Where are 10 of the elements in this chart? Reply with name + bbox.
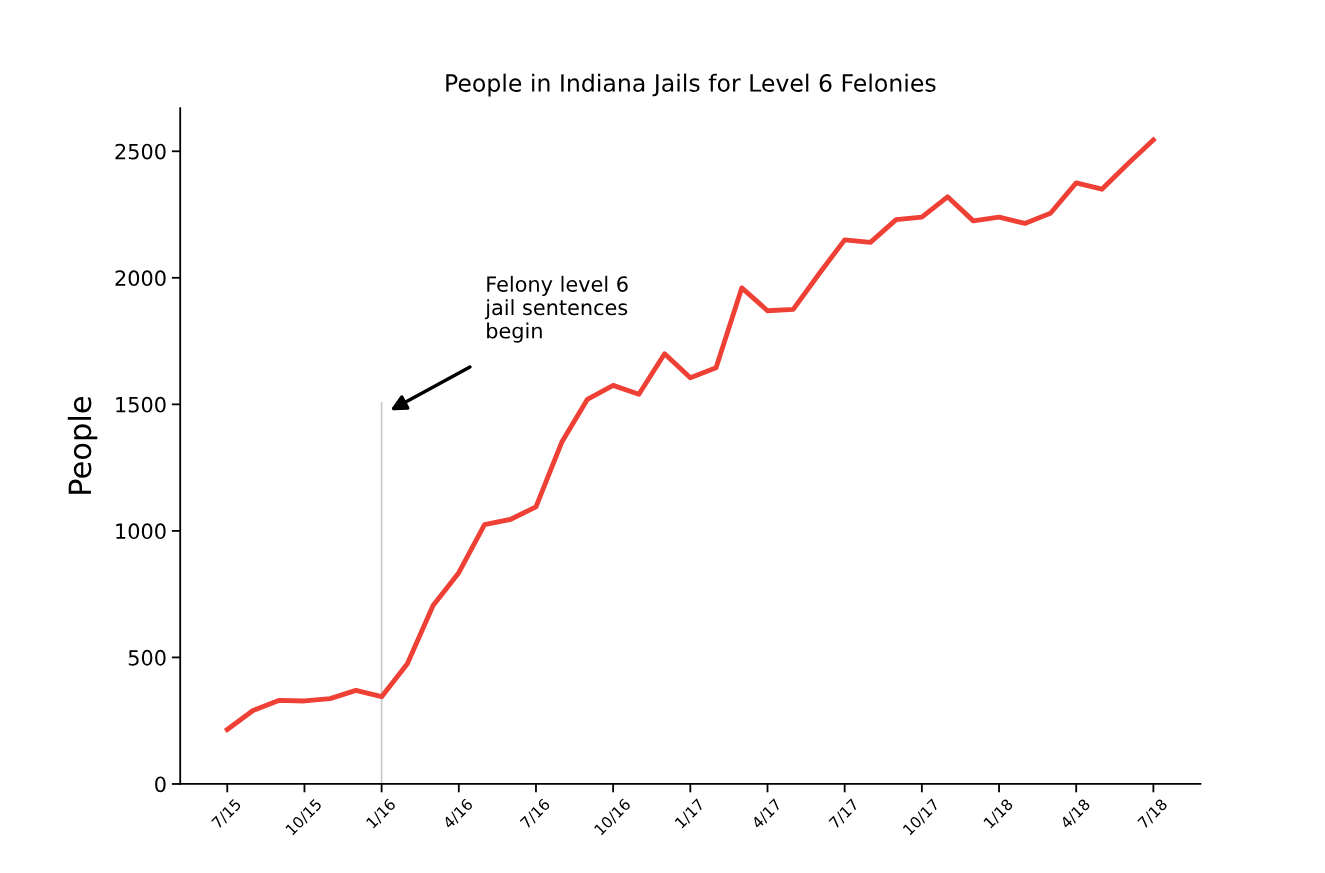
y-axis-title: People bbox=[67, 396, 98, 494]
line-series bbox=[224, 137, 1156, 732]
y-tick-label: 500 bbox=[128, 649, 166, 666]
y-tick-label: 0 bbox=[155, 776, 166, 793]
chart-title: People in Indiana Jails for Level 6 Felonies bbox=[446, 73, 936, 97]
annotation: Felony level 6 jail sentences begin bbox=[484, 275, 628, 343]
y-tick-label: 2500 bbox=[115, 143, 166, 160]
y-tick-label: 1500 bbox=[116, 396, 166, 413]
y-tick-label: 2000 bbox=[115, 270, 166, 287]
y-tick-label: 1000 bbox=[116, 523, 166, 540]
